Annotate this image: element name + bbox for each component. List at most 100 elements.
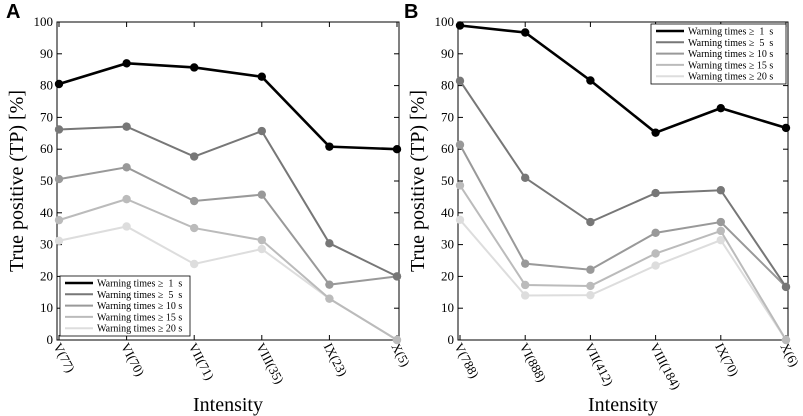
series-3 <box>54 163 402 289</box>
legend-entry: Warning times ≥ 10 s <box>97 301 182 312</box>
data-point <box>716 103 725 113</box>
data-point <box>521 173 530 183</box>
data-point <box>122 163 131 172</box>
x-tick-label: X(6) <box>777 340 802 369</box>
series-4 <box>455 181 791 345</box>
data-point <box>325 239 334 248</box>
data-point <box>651 128 660 137</box>
data-point <box>716 235 725 245</box>
y-tick-label: 30 <box>441 237 454 252</box>
y-tick-label: 80 <box>40 78 53 93</box>
y-tick-label: 50 <box>40 173 53 188</box>
data-point <box>521 28 530 37</box>
panel-label: A <box>6 1 20 23</box>
y-tick-label: 90 <box>40 46 53 61</box>
y-tick-label: 100 <box>34 14 54 29</box>
data-point <box>190 196 199 206</box>
data-point <box>190 63 199 72</box>
series-line <box>459 184 787 341</box>
data-point <box>455 76 465 86</box>
x-tick-label: VI(70) <box>118 340 148 378</box>
y-tick-label: 20 <box>40 268 53 283</box>
data-point <box>455 215 465 224</box>
y-tick-label: 60 <box>441 141 454 156</box>
data-point <box>586 76 595 85</box>
data-point <box>781 123 791 133</box>
data-point <box>651 228 660 238</box>
x-tick-label: VII(71) <box>186 340 218 382</box>
x-axis-title: Intensity <box>193 394 263 416</box>
y-tick-label: 70 <box>441 109 454 124</box>
data-point <box>122 194 131 204</box>
y-tick-label: 50 <box>441 173 454 188</box>
data-point <box>257 72 266 81</box>
data-point <box>521 280 530 290</box>
series-1 <box>455 21 791 137</box>
x-tick-label: IX(70) <box>712 340 742 378</box>
series-2 <box>54 122 402 281</box>
series-line <box>459 24 787 135</box>
series-line <box>58 166 398 286</box>
data-point <box>122 222 131 231</box>
series-line <box>58 125 398 278</box>
legend-entry: Warning times ≥ 5 s <box>688 38 773 49</box>
y-tick-label: 20 <box>441 268 454 283</box>
data-point <box>257 126 266 136</box>
series-5 <box>455 215 791 345</box>
x-tick-label: X(5) <box>388 340 413 369</box>
data-point <box>54 236 64 245</box>
x-tick-label: V(788) <box>451 340 482 380</box>
series-2 <box>455 76 791 292</box>
data-point <box>392 335 402 345</box>
series-line <box>459 144 787 288</box>
data-point <box>716 226 725 236</box>
legend-entry: Warning times ≥ 5 s <box>97 290 182 301</box>
data-point <box>190 259 199 269</box>
data-point <box>716 217 725 227</box>
y-tick-label: 90 <box>441 46 454 61</box>
y-tick-label: 80 <box>441 78 454 93</box>
series-line <box>459 80 787 288</box>
y-tick-label: 0 <box>47 332 54 347</box>
data-point <box>392 145 402 154</box>
y-tick-label: 40 <box>441 205 454 220</box>
data-point <box>586 281 595 291</box>
series-3 <box>455 140 791 292</box>
data-point <box>54 215 64 225</box>
y-tick-label: 60 <box>40 141 53 156</box>
data-point <box>325 280 334 289</box>
y-tick-label: 30 <box>40 237 53 252</box>
chart-panel-b: B 0 10 20 30 40 50 60 70 80 90 100 V(788) VI(888) VII(… <box>404 1 802 416</box>
data-point <box>651 188 660 198</box>
y-tick-label: 100 <box>435 14 455 29</box>
data-point <box>455 21 465 30</box>
x-axis-title: Intensity <box>588 394 658 416</box>
y-tick-label: 0 <box>448 332 455 347</box>
legend-entry: Warning times ≥ 10 s <box>688 49 773 60</box>
legend-entry: Warning times ≥ 15 s <box>688 60 773 71</box>
data-point <box>392 272 402 281</box>
data-point <box>455 181 465 190</box>
data-point <box>586 217 595 227</box>
data-point <box>455 140 465 149</box>
chart-panel-a: A 0 10 20 30 40 50 60 70 80 90 100 V(77) VI(70) VII(71… <box>6 1 413 416</box>
data-point <box>325 142 334 151</box>
data-point <box>190 223 199 233</box>
y-tick-label: 10 <box>441 300 454 315</box>
data-point <box>651 249 660 258</box>
y-tick-label: 40 <box>40 205 53 220</box>
data-point <box>586 290 595 300</box>
legend-entry: Warning times ≥ 1 s <box>97 279 182 290</box>
series-line <box>58 62 398 151</box>
data-point <box>122 59 131 68</box>
data-point <box>257 244 266 254</box>
data-point <box>716 186 725 195</box>
data-point <box>122 122 131 131</box>
legend-entry: Warning times ≥ 1 s <box>688 27 773 38</box>
data-point <box>781 335 791 345</box>
x-tick-label: VII(412) <box>582 340 617 388</box>
data-point <box>651 261 660 270</box>
data-point <box>781 282 791 292</box>
